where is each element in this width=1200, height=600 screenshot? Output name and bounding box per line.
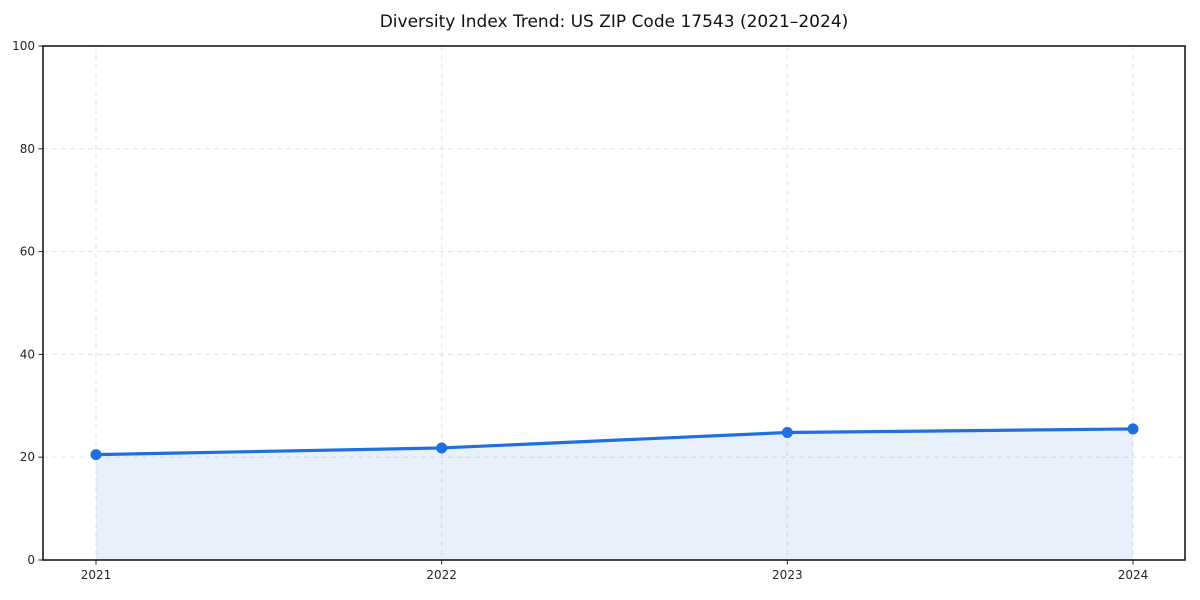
x-tick-label: 2024 [1118,568,1149,582]
data-point-marker [781,427,793,439]
x-tick-label: 2021 [81,568,112,582]
plot-border [42,45,1186,561]
y-tick-label: 20 [20,450,35,464]
data-point-marker [90,449,102,461]
y-tick-label: 0 [27,553,35,567]
y-axis-labels: 0 20 40 60 80 100 [12,39,35,567]
trend-line [94,427,1135,457]
y-tick-label: 80 [20,142,35,156]
data-point-marker [1127,423,1139,435]
y-tick-label: 60 [20,245,35,259]
x-tick-label: 2023 [772,568,803,582]
y-tick-label: 40 [20,347,35,361]
data-point-marker [436,442,448,454]
y-tick-label: 100 [12,39,35,53]
x-tick-label: 2022 [426,568,457,582]
data-point-markers [90,423,1139,461]
chart-title: Diversity Index Trend: US ZIP Code 17543… [379,12,849,32]
x-axis-labels: 2021 2022 2023 2024 [81,568,1149,582]
area-fill [96,428,1133,560]
